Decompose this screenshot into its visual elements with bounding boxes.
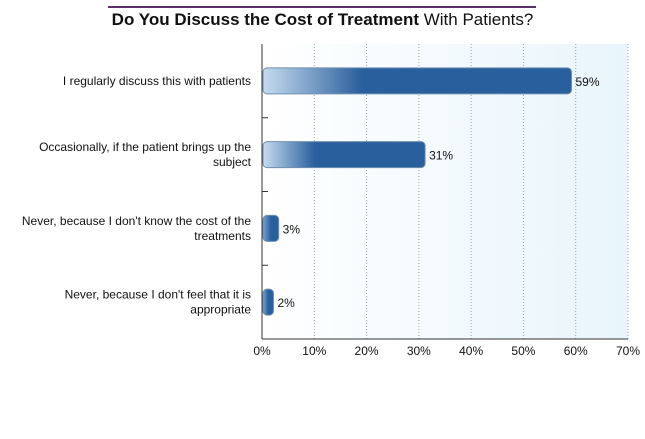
category-label: treatments bbox=[194, 229, 251, 243]
bar bbox=[262, 67, 572, 95]
chart-title-bold: Do You Discuss the Cost of Treatment bbox=[111, 10, 419, 29]
bar bbox=[262, 288, 274, 316]
x-tick-label: 40% bbox=[459, 344, 483, 358]
x-tick-label: 10% bbox=[302, 344, 326, 358]
bar-value-label: 31% bbox=[429, 149, 453, 163]
x-tick-label: 60% bbox=[564, 344, 588, 358]
category-label: appropriate bbox=[190, 303, 251, 317]
bar bbox=[262, 214, 280, 242]
chart-title: Do You Discuss the Cost of Treatment Wit… bbox=[0, 10, 645, 30]
title-rule bbox=[108, 6, 536, 8]
category-label: Never, because I don't feel that it is bbox=[65, 288, 251, 302]
x-tick-label: 0% bbox=[253, 344, 271, 358]
category-label: subject bbox=[213, 155, 252, 169]
x-tick-label: 50% bbox=[511, 344, 535, 358]
category-label: Never, because I don't know the cost of … bbox=[22, 214, 251, 228]
x-tick-label: 20% bbox=[355, 344, 379, 358]
bar bbox=[262, 141, 426, 169]
chart-title-regular: With Patients? bbox=[423, 10, 534, 29]
category-label: Occasionally, if the patient brings up t… bbox=[39, 140, 251, 154]
x-tick-label: 70% bbox=[616, 344, 640, 358]
bar-value-label: 59% bbox=[575, 75, 599, 89]
bar-value-label: 3% bbox=[283, 222, 301, 236]
category-label: I regularly discuss this with patients bbox=[63, 74, 251, 88]
x-tick-label: 30% bbox=[407, 344, 431, 358]
bar-value-label: 2% bbox=[277, 296, 295, 310]
